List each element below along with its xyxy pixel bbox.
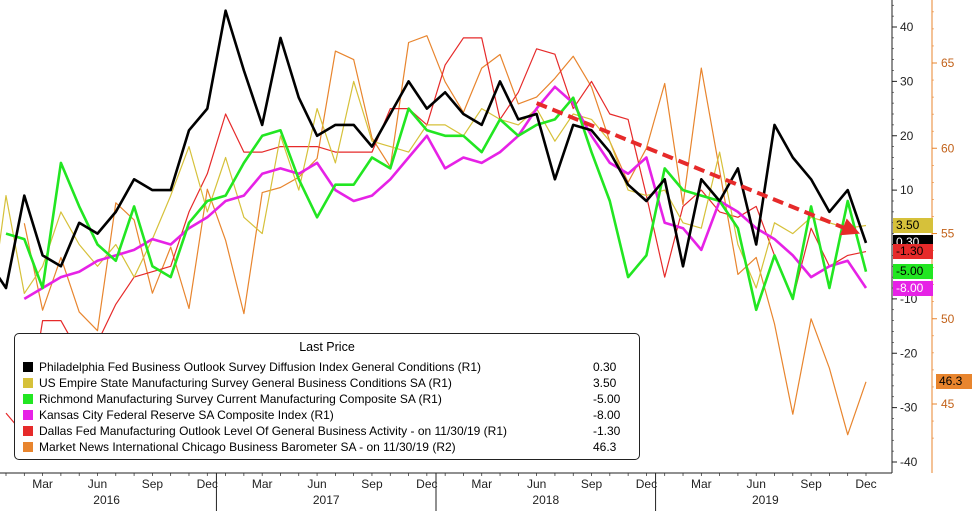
legend-label: Dallas Fed Manufacturing Outlook Level O… <box>39 424 508 438</box>
x-tick-label: Dec <box>416 477 437 491</box>
y-tick-label-r1: 10 <box>900 183 914 197</box>
legend-title: Last Price <box>299 340 355 354</box>
legend-swatch <box>23 426 33 436</box>
last-value-tag-kc: -8.00 <box>893 280 933 296</box>
last-value-tag-chicago: 46.3 <box>936 374 972 390</box>
legend-label: US Empire State Manufacturing Survey Gen… <box>39 376 452 390</box>
axis-layer: 403020100-10-20-30-406560555045MarJunSep… <box>0 0 955 511</box>
y-tick-label-r2: 60 <box>941 141 955 155</box>
trend-arrow-head <box>839 218 860 236</box>
x-tick-label: Mar <box>32 477 53 491</box>
x-year-label: 2019 <box>752 493 779 507</box>
plot-area <box>0 9 868 436</box>
y-tick-label-r2: 65 <box>941 56 955 70</box>
legend-entry-empire: US Empire State Manufacturing Survey Gen… <box>23 375 633 391</box>
y-tick-label-r1: 30 <box>900 74 914 88</box>
x-tick-label: Sep <box>800 477 822 491</box>
legend-entry-richmond: Richmond Manufacturing Survey Current Ma… <box>23 391 633 407</box>
y-tick-label-r1: -40 <box>900 455 918 469</box>
legend-value: 3.50 <box>593 376 617 390</box>
legend-label: Market News International Chicago Busine… <box>39 440 456 454</box>
legend-value: -5.00 <box>593 392 621 406</box>
x-year-label: 2017 <box>313 493 340 507</box>
x-year-label: 2018 <box>532 493 559 507</box>
legend-label: Kansas City Federal Reserve SA Composite… <box>39 408 334 422</box>
legend-value: 0.30 <box>593 360 617 374</box>
legend-swatch <box>23 394 33 404</box>
x-tick-label: Mar <box>471 477 492 491</box>
series-line-empire <box>0 80 867 294</box>
y-tick-label-r1: 20 <box>900 129 914 143</box>
legend-entry-dallas: Dallas Fed Manufacturing Outlook Level O… <box>23 423 633 439</box>
legend-entry-philly: Philadelphia Fed Business Outlook Survey… <box>23 359 633 375</box>
x-tick-label: Jun <box>88 477 107 491</box>
legend-entry-kc: Kansas City Federal Reserve SA Composite… <box>23 407 633 423</box>
y-tick-label-r2: 45 <box>941 397 955 411</box>
legend: Last Price Philadelphia Fed Business Out… <box>14 333 640 460</box>
x-tick-label: Dec <box>855 477 876 491</box>
series-line-kc <box>23 85 868 301</box>
legend-swatch <box>23 442 33 452</box>
y-tick-label-r2: 50 <box>941 312 955 326</box>
last-value-tag-richmond: -5.00 <box>893 264 933 280</box>
y-tick-label-r1: -30 <box>900 401 918 415</box>
x-tick-label: Dec <box>636 477 657 491</box>
x-tick-label: Jun <box>307 477 326 491</box>
series-line-philly <box>0 9 868 290</box>
trend-arrow-line <box>535 101 847 231</box>
x-tick-label: Sep <box>581 477 603 491</box>
legend-swatch <box>23 410 33 420</box>
y-tick-label-r1: -20 <box>900 346 918 360</box>
legend-value: -1.30 <box>593 424 621 438</box>
x-tick-label: Jun <box>747 477 766 491</box>
x-tick-label: Jun <box>527 477 546 491</box>
last-value-tag-dallas: -1.30 <box>893 244 933 260</box>
series-line-dallas <box>5 37 867 436</box>
x-tick-label: Sep <box>361 477 383 491</box>
legend-value: -8.00 <box>593 408 621 422</box>
x-tick-label: Dec <box>197 477 218 491</box>
x-tick-label: Sep <box>142 477 164 491</box>
x-tick-label: Mar <box>252 477 273 491</box>
legend-swatch <box>23 378 33 388</box>
y-tick-label-r2: 55 <box>941 227 955 241</box>
series-line-richmond <box>5 96 868 312</box>
x-tick-label: Mar <box>691 477 712 491</box>
legend-swatch <box>23 362 33 372</box>
x-year-label: 2016 <box>93 493 120 507</box>
legend-label: Philadelphia Fed Business Outlook Survey… <box>39 360 482 374</box>
legend-entry-chicago: Market News International Chicago Busine… <box>23 439 633 455</box>
legend-label: Richmond Manufacturing Survey Current Ma… <box>39 392 442 406</box>
y-tick-label-r1: 40 <box>900 20 914 34</box>
last-value-tag-empire: 3.50 <box>893 217 933 233</box>
legend-value: 46.3 <box>593 440 617 454</box>
